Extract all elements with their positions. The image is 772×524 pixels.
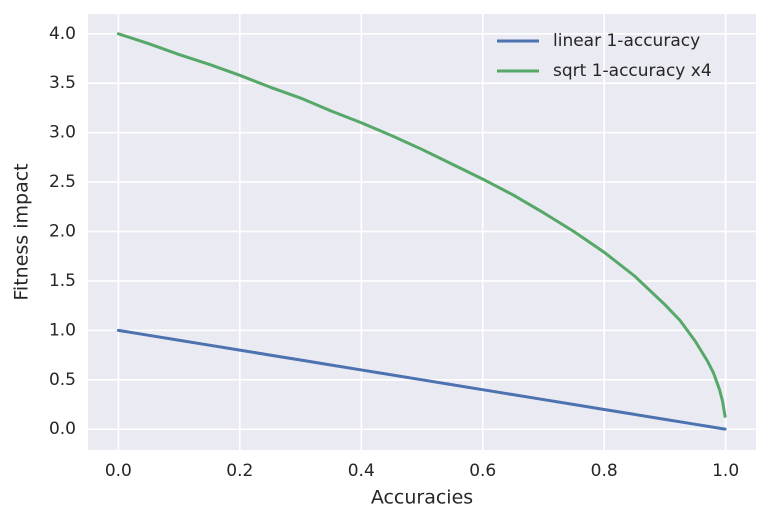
x-tick-label: 0.8 xyxy=(591,461,618,481)
x-tick-label: 0.4 xyxy=(348,461,375,481)
y-tick-label: 0.0 xyxy=(49,419,76,439)
y-tick-label: 3.5 xyxy=(49,73,76,93)
y-tick-label: 2.5 xyxy=(49,172,76,192)
line-series xyxy=(116,32,727,418)
y-tick-label: 0.5 xyxy=(49,370,76,390)
x-axis-label: Accuracies xyxy=(371,487,473,509)
y-tick-label: 3.0 xyxy=(49,123,76,143)
x-tick-label: 0.2 xyxy=(226,461,253,481)
legend-label: linear 1-accuracy xyxy=(553,31,700,51)
y-tick-label: 4.0 xyxy=(49,24,76,44)
legend-label: sqrt 1-accuracy x4 xyxy=(553,61,712,81)
x-tick-label: 0.0 xyxy=(105,461,132,481)
y-tick-label: 1.0 xyxy=(49,320,76,340)
y-tick-label: 2.0 xyxy=(49,222,76,242)
x-tick-label: 1.0 xyxy=(712,461,739,481)
y-axis-label: Fitness impact xyxy=(11,163,33,300)
x-tick-label: 0.6 xyxy=(469,461,496,481)
y-tick-label: 1.5 xyxy=(49,271,76,291)
line-series xyxy=(116,328,727,431)
